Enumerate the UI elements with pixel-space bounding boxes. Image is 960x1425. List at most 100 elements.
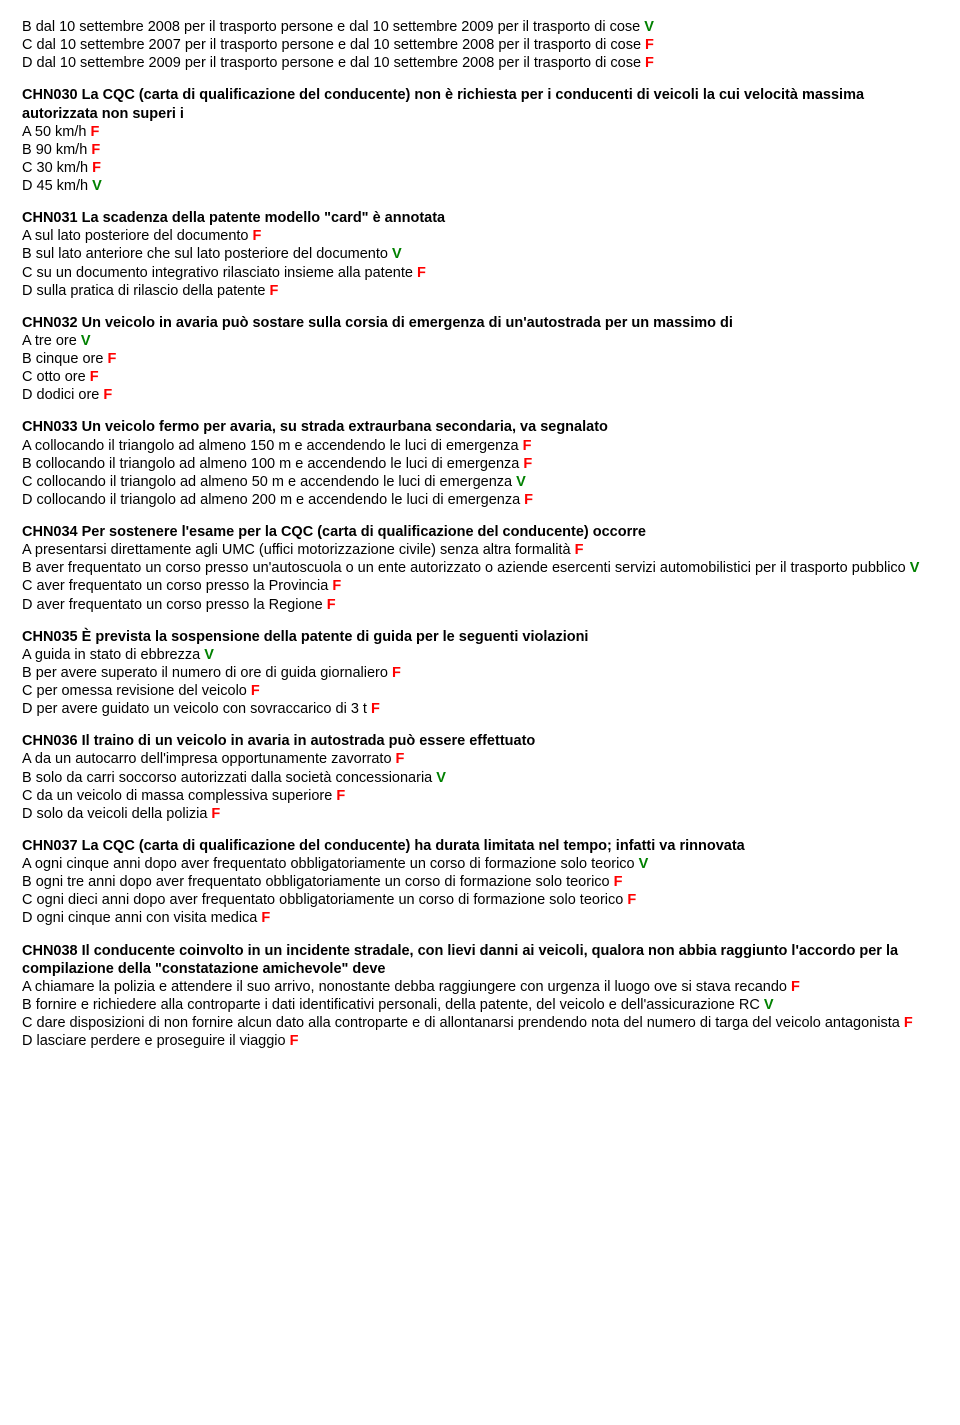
question-block: CHN038 Il conducente coinvolto in un inc…: [22, 942, 938, 1051]
answer-text: C per omessa revisione del veicolo: [22, 683, 251, 699]
answer-text: D ogni cinque anni con visita medica: [22, 910, 261, 926]
question-block: CHN037 La CQC (carta di qualificazione d…: [22, 837, 938, 928]
question-title: CHN035 È prevista la sospensione della p…: [22, 628, 938, 646]
question-title: CHN037 La CQC (carta di qualificazione d…: [22, 837, 938, 855]
mark-false: F: [523, 438, 532, 454]
mark-false: F: [524, 492, 533, 508]
answer-line: B solo da carri soccorso autorizzati dal…: [22, 769, 938, 787]
answer-line: A presentarsi direttamente agli UMC (uff…: [22, 541, 938, 559]
answer-text: A presentarsi direttamente agli UMC (uff…: [22, 542, 575, 558]
question-title: CHN036 Il traino di un veicolo in avaria…: [22, 732, 938, 750]
mark-false: F: [336, 788, 345, 804]
question-block: CHN036 Il traino di un veicolo in avaria…: [22, 732, 938, 823]
mark-false: F: [332, 578, 341, 594]
answer-text: D per avere guidato un veicolo con sovra…: [22, 701, 371, 717]
answer-text: B solo da carri soccorso autorizzati dal…: [22, 770, 436, 786]
mark-false: F: [371, 701, 380, 717]
answer-line: A 50 km/h F: [22, 123, 938, 141]
question-block: B dal 10 settembre 2008 per il trasporto…: [22, 18, 938, 72]
mark-false: F: [90, 369, 99, 385]
mark-true: V: [204, 647, 214, 663]
mark-false: F: [645, 55, 654, 71]
mark-false: F: [392, 665, 401, 681]
answer-text: D sulla pratica di rilascio della patent…: [22, 283, 269, 299]
mark-false: F: [627, 892, 636, 908]
mark-true: V: [644, 19, 654, 35]
mark-true: V: [516, 474, 526, 490]
answer-text: D 45 km/h: [22, 178, 92, 194]
question-block: CHN034 Per sostenere l'esame per la CQC …: [22, 523, 938, 614]
answer-text: B per avere superato il numero di ore di…: [22, 665, 392, 681]
answer-line: B ogni tre anni dopo aver frequentato ob…: [22, 873, 938, 891]
question-title: CHN038 Il conducente coinvolto in un inc…: [22, 942, 938, 978]
answer-line: C dare disposizioni di non fornire alcun…: [22, 1014, 938, 1032]
answer-text: C collocando il triangolo ad almeno 50 m…: [22, 474, 516, 490]
mark-false: F: [91, 124, 100, 140]
question-title: CHN033 Un veicolo fermo per avaria, su s…: [22, 418, 938, 436]
answer-text: D dal 10 settembre 2009 per il trasporto…: [22, 55, 645, 71]
answer-line: A collocando il triangolo ad almeno 150 …: [22, 437, 938, 455]
mark-true: V: [436, 770, 446, 786]
answer-line: B collocando il triangolo ad almeno 100 …: [22, 455, 938, 473]
answer-line: A guida in stato di ebbrezza V: [22, 646, 938, 664]
answer-text: A ogni cinque anni dopo aver frequentato…: [22, 856, 639, 872]
answer-line: A ogni cinque anni dopo aver frequentato…: [22, 855, 938, 873]
answer-text: A tre ore: [22, 333, 81, 349]
answer-text: B 90 km/h: [22, 142, 91, 158]
answer-line: B dal 10 settembre 2008 per il trasporto…: [22, 18, 938, 36]
answer-text: B ogni tre anni dopo aver frequentato ob…: [22, 874, 614, 890]
answer-line: D dodici ore F: [22, 386, 938, 404]
mark-true: V: [92, 178, 102, 194]
answer-text: C aver frequentato un corso presso la Pr…: [22, 578, 332, 594]
answer-text: D dodici ore: [22, 387, 103, 403]
answer-line: D lasciare perdere e proseguire il viagg…: [22, 1032, 938, 1050]
answer-line: B per avere superato il numero di ore di…: [22, 664, 938, 682]
answer-text: C 30 km/h: [22, 160, 92, 176]
document-body: B dal 10 settembre 2008 per il trasporto…: [22, 18, 938, 1050]
mark-false: F: [614, 874, 623, 890]
answer-text: A 50 km/h: [22, 124, 91, 140]
answer-text: C da un veicolo di massa complessiva sup…: [22, 788, 336, 804]
mark-false: F: [269, 283, 278, 299]
mark-false: F: [253, 228, 262, 244]
mark-false: F: [211, 806, 220, 822]
answer-line: C ogni dieci anni dopo aver frequentato …: [22, 891, 938, 909]
question-block: CHN031 La scadenza della patente modello…: [22, 209, 938, 300]
answer-text: A collocando il triangolo ad almeno 150 …: [22, 438, 523, 454]
question-title: CHN032 Un veicolo in avaria può sostare …: [22, 314, 938, 332]
answer-line: B fornire e richiedere alla controparte …: [22, 996, 938, 1014]
answer-line: B aver frequentato un corso presso un'au…: [22, 559, 938, 577]
answer-line: C dal 10 settembre 2007 per il trasporto…: [22, 36, 938, 54]
answer-text: B cinque ore: [22, 351, 107, 367]
answer-line: A sul lato posteriore del documento F: [22, 227, 938, 245]
answer-line: C collocando il triangolo ad almeno 50 m…: [22, 473, 938, 491]
answer-text: D solo da veicoli della polizia: [22, 806, 211, 822]
answer-text: B sul lato anteriore che sul lato poster…: [22, 246, 392, 262]
answer-line: C 30 km/h F: [22, 159, 938, 177]
answer-line: B 90 km/h F: [22, 141, 938, 159]
mark-false: F: [290, 1033, 299, 1049]
answer-line: D ogni cinque anni con visita medica F: [22, 909, 938, 927]
answer-text: B dal 10 settembre 2008 per il trasporto…: [22, 19, 644, 35]
answer-line: D solo da veicoli della polizia F: [22, 805, 938, 823]
mark-false: F: [904, 1015, 913, 1031]
mark-false: F: [327, 597, 336, 613]
question-title: CHN030 La CQC (carta di qualificazione d…: [22, 86, 938, 122]
mark-false: F: [396, 751, 405, 767]
mark-true: V: [81, 333, 91, 349]
answer-text: B aver frequentato un corso presso un'au…: [22, 560, 910, 576]
answer-text: B collocando il triangolo ad almeno 100 …: [22, 456, 523, 472]
answer-line: D 45 km/h V: [22, 177, 938, 195]
mark-true: V: [639, 856, 649, 872]
answer-text: C otto ore: [22, 369, 90, 385]
question-block: CHN032 Un veicolo in avaria può sostare …: [22, 314, 938, 405]
answer-text: A guida in stato di ebbrezza: [22, 647, 204, 663]
mark-true: V: [392, 246, 402, 262]
answer-line: D per avere guidato un veicolo con sovra…: [22, 700, 938, 718]
mark-false: F: [523, 456, 532, 472]
answer-line: C da un veicolo di massa complessiva sup…: [22, 787, 938, 805]
question-title: CHN034 Per sostenere l'esame per la CQC …: [22, 523, 938, 541]
mark-false: F: [261, 910, 270, 926]
mark-false: F: [91, 142, 100, 158]
answer-line: C per omessa revisione del veicolo F: [22, 682, 938, 700]
